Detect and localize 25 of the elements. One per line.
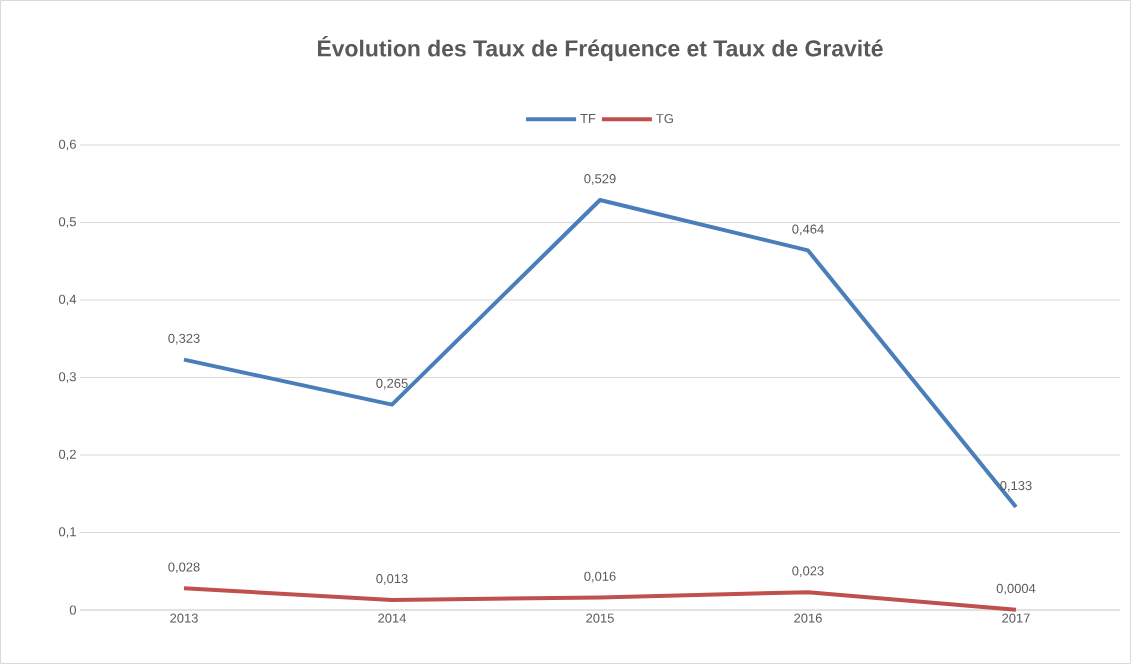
data-label: 0,529 (584, 174, 616, 185)
x-tick-label: 2013 (170, 613, 198, 623)
x-tick-label: 2014 (378, 613, 407, 623)
y-tick-label: 0 (69, 605, 76, 615)
data-label: 0,133 (1000, 481, 1032, 492)
data-label: 0,0004 (996, 583, 1036, 595)
x-tick-label: 2017 (1002, 613, 1030, 623)
x-tick-label: 2016 (794, 613, 822, 623)
y-tick-label: 0,5 (58, 217, 76, 228)
y-tick-label: 0,3 (58, 372, 76, 383)
data-label: 0,016 (584, 571, 616, 583)
data-label: 0,028 (168, 562, 200, 574)
data-label: 0,265 (376, 378, 408, 390)
data-label: 0,323 (168, 333, 200, 345)
chart-title: Évolution des Taux de Fréquence et Taux de Gravité (317, 36, 883, 62)
y-tick-label: 0,1 (58, 527, 76, 538)
legend-label: TG (656, 113, 673, 124)
y-tick-label: 0,4 (58, 294, 77, 306)
y-tick-label: 0,6 (58, 139, 76, 151)
data-label: 0,023 (792, 566, 824, 577)
x-tick-label: 2015 (586, 613, 614, 623)
legend-label: TF (580, 114, 596, 123)
data-label: 0,013 (376, 574, 408, 585)
y-tick-label: 0,2 (58, 449, 76, 461)
data-label: 0,464 (792, 224, 824, 236)
